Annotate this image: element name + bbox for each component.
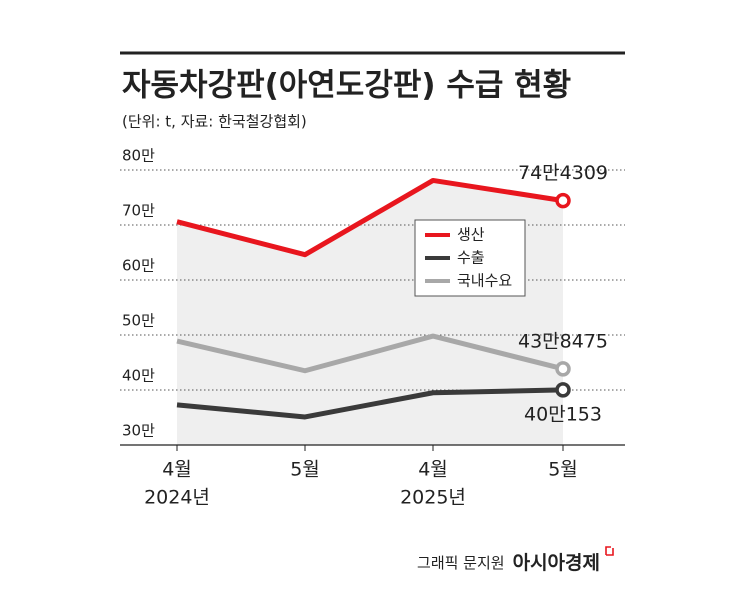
chart-subtitle: (단위: t, 자료: 한국철강협회) [122,113,307,131]
end-marker [555,361,571,377]
x-tick-label: 5월 [290,459,320,481]
legend-label: 국내수요 [457,272,512,290]
data-label: 43만8475 [518,330,608,352]
legend-label: 수출 [457,249,485,267]
y-tick-label: 60만 [122,257,155,275]
data-label: 40만153 [524,403,602,425]
chart-title: 자동차강판(아연도강판) 수급 현황 [122,68,571,104]
y-tick-label: 30만 [122,422,155,440]
credit: 그래픽 문지원 아시아경제 [417,552,600,574]
line [176,177,564,258]
line [176,333,564,374]
y-tick-label: 50만 [122,312,155,330]
y-tick-label: 70만 [122,202,155,220]
legend-label: 생산 [457,226,485,244]
credit-text: 그래픽 문지원 [417,554,505,572]
grid-layer [120,169,625,391]
x-tick-sublabel: 2024년 [144,487,210,509]
end-marker [555,192,571,209]
x-tick-label: 5월 [548,459,578,481]
publisher: 아시아경제 [513,552,600,574]
x-tick-sublabel: 2025년 [400,487,466,509]
y-tick-label: 80만 [122,147,155,165]
x-tick-label: 4월 [418,459,448,481]
data-label: 74만4309 [518,162,608,184]
line [176,387,564,420]
x-tick-label: 4월 [162,459,192,481]
y-tick-label: 40만 [122,367,155,385]
logo-mark [605,546,614,556]
end-marker [555,382,571,398]
